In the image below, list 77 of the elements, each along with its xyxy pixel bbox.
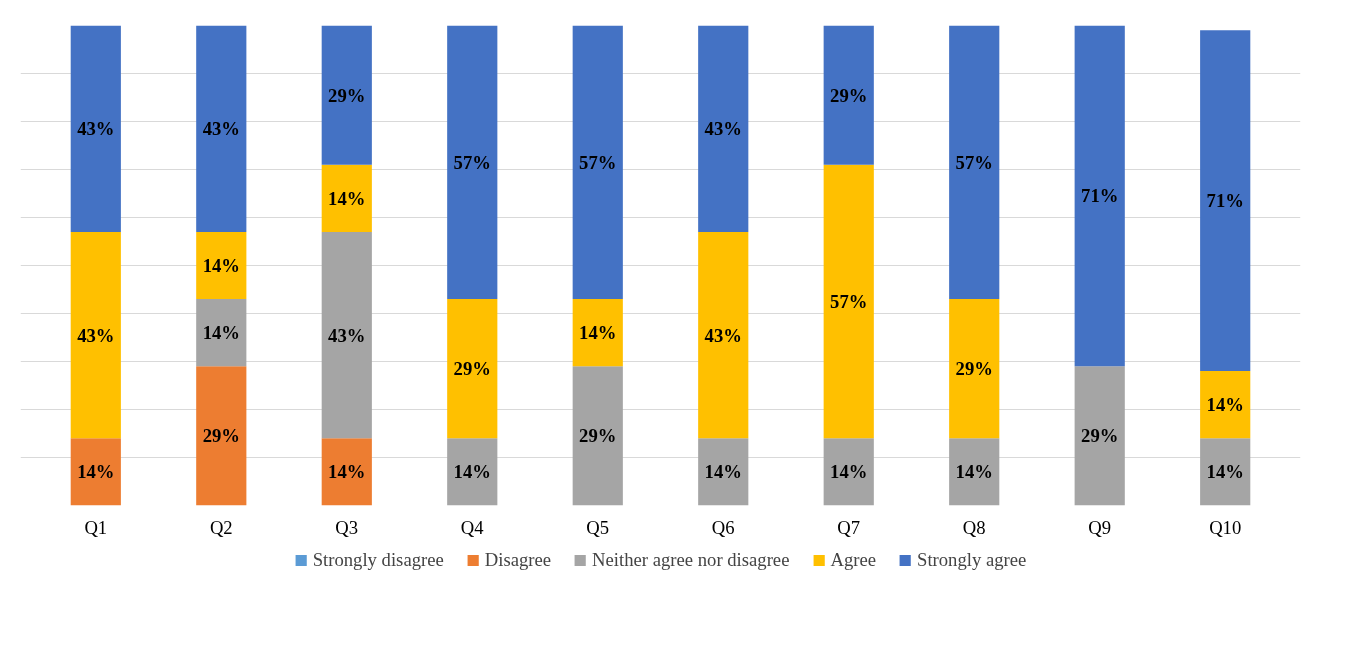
data-label: 29% [579,425,617,447]
data-label: 43% [77,324,115,346]
data-label: 43% [328,324,366,346]
bar [823,438,874,506]
bar [1200,30,1251,372]
bar [321,164,372,232]
bar [321,438,372,506]
bar [196,231,247,300]
bar [1200,371,1251,439]
legend-label: Neither agree nor disagree [592,549,790,571]
data-label: 29% [1081,425,1119,447]
bar [949,25,1000,300]
bar [196,25,247,232]
x-tick-label: Q2 [209,516,233,538]
bar [70,438,121,506]
data-label: 14% [202,255,240,276]
x-tick-label: Q5 [586,516,610,538]
bar [1200,438,1251,506]
bar [196,299,247,367]
data-label: 14% [955,461,993,483]
data-label: 14% [830,461,868,483]
data-label: 43% [202,118,240,140]
x-tick-label: Q4 [460,516,485,538]
bar [1074,366,1125,506]
bar [572,25,623,300]
x-tick-label: Q1 [84,516,108,538]
bar [698,25,749,232]
data-label: 57% [453,151,491,173]
x-tick-label: Q10 [1209,516,1242,538]
bar [949,438,1000,506]
data-label: 29% [453,358,491,380]
bar [447,438,498,506]
legend-label: Disagree [484,549,552,571]
data-label: 14% [328,187,366,209]
bar [196,366,247,506]
data-label: 43% [77,118,115,140]
bar [823,25,874,165]
data-label: 14% [77,461,115,483]
legend-label: Strongly agree [917,549,1027,571]
bar [698,438,749,506]
bar [823,164,874,439]
data-label: 43% [704,118,742,140]
x-tick-label: Q3 [335,516,359,538]
bar [447,25,498,300]
bar [572,299,623,367]
legend-label: Agree [830,549,876,571]
data-label: 29% [830,84,868,106]
x-tick-label: Q7 [837,516,861,538]
data-label: 57% [579,151,617,173]
x-tick-label: Q6 [711,516,735,538]
data-label: 14% [328,461,366,483]
bar [698,231,749,439]
bar [70,25,121,232]
data-label: 29% [202,425,240,447]
data-label: 14% [1206,461,1244,483]
data-label: 14% [1206,394,1244,416]
data-label: 29% [328,84,366,106]
data-label: 57% [955,151,993,173]
data-label: 29% [955,358,993,380]
data-label: 57% [830,291,868,312]
data-label: 14% [202,322,240,344]
x-tick-label: Q8 [962,516,986,538]
x-tick-label: Q9 [1088,516,1112,538]
bar [321,25,372,165]
bar [447,299,498,439]
bar [321,231,372,439]
legend-label: Strongly disagree [312,549,444,571]
data-label: 71% [1206,190,1244,212]
data-label: 14% [579,322,617,344]
bar [70,231,121,439]
data-label: 43% [704,324,742,346]
bar [949,299,1000,439]
data-label: 14% [453,461,491,483]
bar [572,366,623,506]
bar [1074,25,1125,367]
data-label: 71% [1081,185,1119,207]
data-label: 14% [704,461,742,483]
